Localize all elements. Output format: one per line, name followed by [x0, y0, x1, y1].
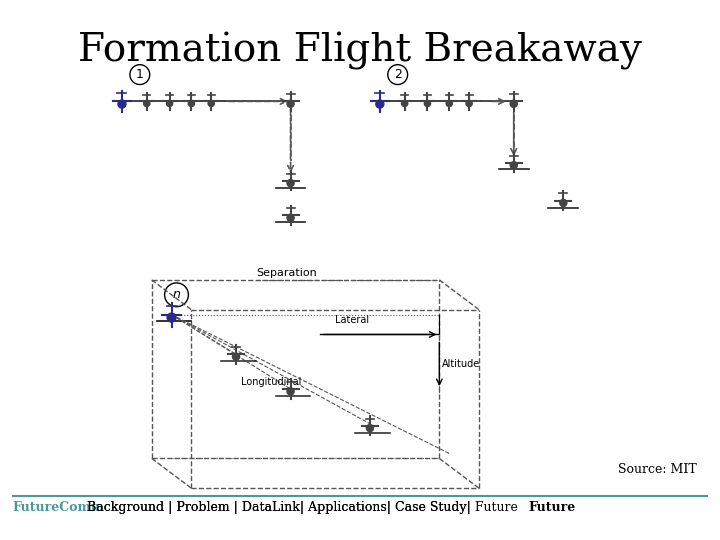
Text: Separation: Separation	[256, 268, 317, 278]
Circle shape	[402, 100, 408, 106]
Circle shape	[510, 100, 517, 107]
Text: FutureComm: FutureComm	[13, 501, 105, 514]
Circle shape	[118, 100, 126, 108]
Circle shape	[233, 353, 240, 360]
Circle shape	[287, 388, 294, 395]
Circle shape	[366, 424, 374, 431]
Text: Background | Problem | DataLink| Applications| Case Study| Future: Background | Problem | DataLink| Applica…	[87, 501, 518, 514]
Circle shape	[208, 100, 215, 106]
Circle shape	[287, 214, 294, 221]
Circle shape	[167, 313, 176, 322]
Text: n: n	[173, 288, 181, 301]
Circle shape	[466, 100, 472, 106]
Circle shape	[446, 100, 452, 106]
Text: 2: 2	[394, 68, 402, 81]
Circle shape	[287, 100, 294, 107]
Text: Source: MIT: Source: MIT	[618, 463, 697, 476]
Circle shape	[188, 100, 194, 106]
Circle shape	[166, 100, 173, 106]
Text: Altitude: Altitude	[442, 359, 480, 369]
Text: 1: 1	[136, 68, 144, 81]
Circle shape	[143, 100, 150, 106]
Circle shape	[510, 161, 517, 169]
Text: Lateral: Lateral	[336, 315, 369, 325]
Text: Background | Problem | DataLink| Applications| Case Study|: Background | Problem | DataLink| Applica…	[87, 501, 475, 514]
Circle shape	[559, 199, 567, 206]
Text: Future: Future	[528, 501, 576, 514]
Text: Longitudinal: Longitudinal	[241, 377, 302, 387]
Circle shape	[287, 179, 294, 187]
Circle shape	[376, 100, 384, 108]
Text: Formation Flight Breakaway: Formation Flight Breakaway	[78, 32, 642, 70]
Circle shape	[424, 100, 431, 106]
